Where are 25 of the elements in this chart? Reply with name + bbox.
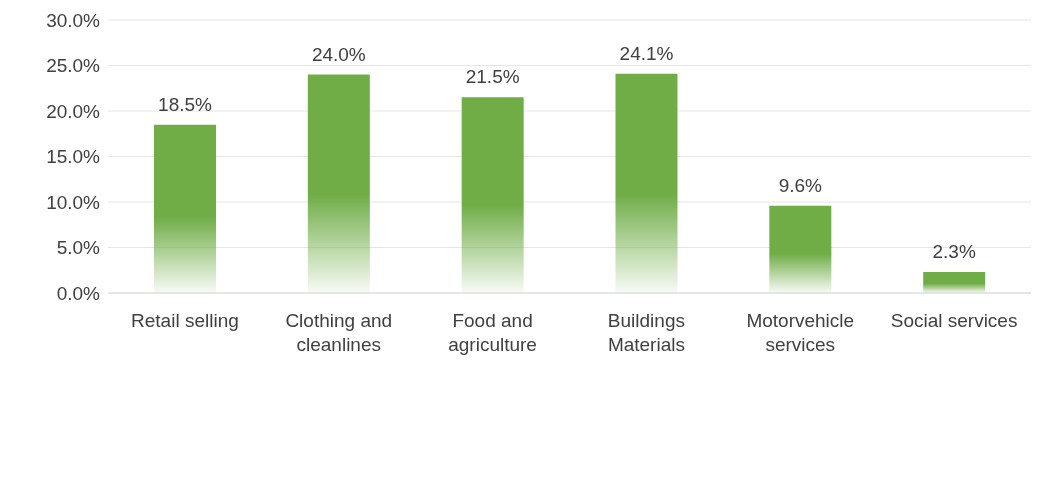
y-tick-label: 10.0% (46, 191, 101, 213)
data-label: 18.5% (158, 93, 213, 115)
x-tick-label: Motorvehicle services (746, 310, 855, 355)
bar (615, 73, 678, 293)
y-tick-label: 15.0% (46, 146, 101, 168)
data-label: 24.1% (619, 42, 674, 64)
y-tick-label: 25.0% (46, 55, 101, 77)
data-label: 9.6% (778, 174, 823, 196)
data-label: 24.0% (311, 43, 366, 65)
bar (769, 205, 832, 293)
x-tick-label: Social services (890, 310, 1018, 331)
x-tick-label: Retail selling (131, 310, 239, 331)
bar (923, 272, 986, 293)
y-tick-label: 5.0% (56, 237, 101, 259)
x-tick-label: Clothing and cleanlines (285, 310, 393, 355)
bar (461, 97, 524, 293)
bar (154, 124, 216, 293)
y-tick-label: 0.0% (56, 282, 101, 304)
data-label: 2.3% (932, 241, 976, 263)
x-tick-label: Buildings Materials (607, 310, 685, 355)
y-tick-label: 30.0% (46, 9, 101, 31)
y-tick-label: 20.0% (46, 100, 101, 122)
bar (307, 74, 370, 293)
data-label: 21.5% (465, 66, 520, 88)
x-tick-label: Food and agriculture (448, 310, 537, 355)
